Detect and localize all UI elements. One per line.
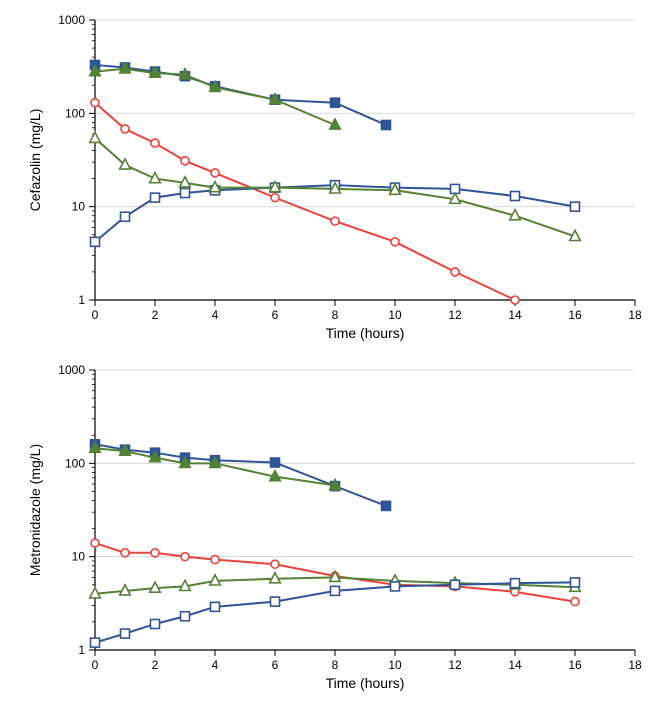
y-axis-label: Cefazolin (mg/L) bbox=[27, 109, 43, 212]
chart-metronidazole: 0 2 4 6 8 10 12 14 16 18 1 10 100 1000 Time (hours) Met… bbox=[10, 360, 655, 700]
xtick-label: 4 bbox=[212, 308, 219, 322]
series-marker bbox=[90, 132, 101, 142]
xtick-label: 10 bbox=[388, 308, 402, 322]
xtick-label: 12 bbox=[448, 658, 462, 672]
ytick-label: 10 bbox=[72, 200, 86, 214]
ytick-label: 100 bbox=[65, 106, 85, 120]
ytick-label: 10 bbox=[72, 550, 86, 564]
series-marker bbox=[391, 582, 400, 591]
series-marker bbox=[271, 458, 280, 467]
xtick-label: 4 bbox=[212, 658, 219, 672]
series-marker bbox=[331, 217, 339, 225]
y-axis-label: Metronidazole (mg/L) bbox=[27, 444, 43, 576]
series-marker bbox=[181, 553, 189, 561]
chart-cefazolin: 0 2 4 6 8 10 12 14 16 18 1 10 100 1000 Time (hours) Cef… bbox=[10, 10, 655, 350]
chart-svg-0: 0 2 4 6 8 10 12 14 16 18 1 10 100 1000 Time (hours) Cef… bbox=[10, 10, 655, 350]
series-marker bbox=[571, 598, 579, 606]
series-marker bbox=[151, 619, 160, 628]
series-marker bbox=[121, 549, 129, 557]
series-marker bbox=[91, 539, 99, 547]
series-marker bbox=[271, 560, 279, 568]
series-line bbox=[95, 69, 335, 125]
ytick-label: 1 bbox=[78, 643, 85, 657]
series-marker bbox=[151, 549, 159, 557]
series-marker bbox=[121, 125, 129, 133]
series-line bbox=[95, 65, 386, 125]
xtick-label: 18 bbox=[628, 308, 642, 322]
chart-svg-1: 0 2 4 6 8 10 12 14 16 18 1 10 100 1000 Time (hours) Met… bbox=[10, 360, 655, 700]
xtick-label: 0 bbox=[92, 658, 99, 672]
xtick-label: 12 bbox=[448, 308, 462, 322]
xtick-label: 2 bbox=[152, 308, 159, 322]
series-marker bbox=[211, 169, 219, 177]
series-marker bbox=[382, 120, 391, 129]
ytick-label: 100 bbox=[65, 456, 85, 470]
xtick-label: 6 bbox=[272, 658, 279, 672]
xtick-label: 0 bbox=[92, 308, 99, 322]
series-marker bbox=[571, 578, 580, 587]
series-marker bbox=[211, 556, 219, 564]
series-marker bbox=[181, 612, 190, 621]
series-marker bbox=[391, 238, 399, 246]
xtick-label: 18 bbox=[628, 658, 642, 672]
series-marker bbox=[331, 586, 340, 595]
series-marker bbox=[151, 193, 160, 202]
series-marker bbox=[451, 580, 460, 589]
series-marker bbox=[511, 296, 519, 304]
ytick-label: 1000 bbox=[58, 13, 85, 27]
xtick-label: 6 bbox=[272, 308, 279, 322]
x-axis-label: Time (hours) bbox=[326, 325, 405, 341]
xtick-label: 16 bbox=[568, 658, 582, 672]
series-marker bbox=[151, 139, 159, 147]
series-marker bbox=[91, 638, 100, 647]
series-marker bbox=[121, 629, 130, 638]
series-marker bbox=[271, 597, 280, 606]
series-marker bbox=[511, 192, 520, 201]
ytick-label: 1 bbox=[78, 293, 85, 307]
series-marker bbox=[211, 602, 220, 611]
series-marker bbox=[571, 202, 580, 211]
series-marker bbox=[121, 212, 130, 221]
xtick-label: 14 bbox=[508, 658, 522, 672]
xtick-label: 16 bbox=[568, 308, 582, 322]
xtick-label: 8 bbox=[332, 308, 339, 322]
series-marker bbox=[382, 501, 391, 510]
series-marker bbox=[181, 189, 190, 198]
xtick-label: 8 bbox=[332, 658, 339, 672]
series-marker bbox=[331, 98, 340, 107]
ytick-label: 1000 bbox=[58, 363, 85, 377]
xtick-label: 14 bbox=[508, 308, 522, 322]
series-marker bbox=[181, 157, 189, 165]
series-marker bbox=[271, 194, 279, 202]
series-marker bbox=[511, 579, 520, 588]
x-axis-label: Time (hours) bbox=[326, 675, 405, 691]
series-marker bbox=[91, 237, 100, 246]
xtick-label: 2 bbox=[152, 658, 159, 672]
xtick-label: 10 bbox=[388, 658, 402, 672]
series-marker bbox=[91, 99, 99, 107]
series-marker bbox=[451, 268, 459, 276]
